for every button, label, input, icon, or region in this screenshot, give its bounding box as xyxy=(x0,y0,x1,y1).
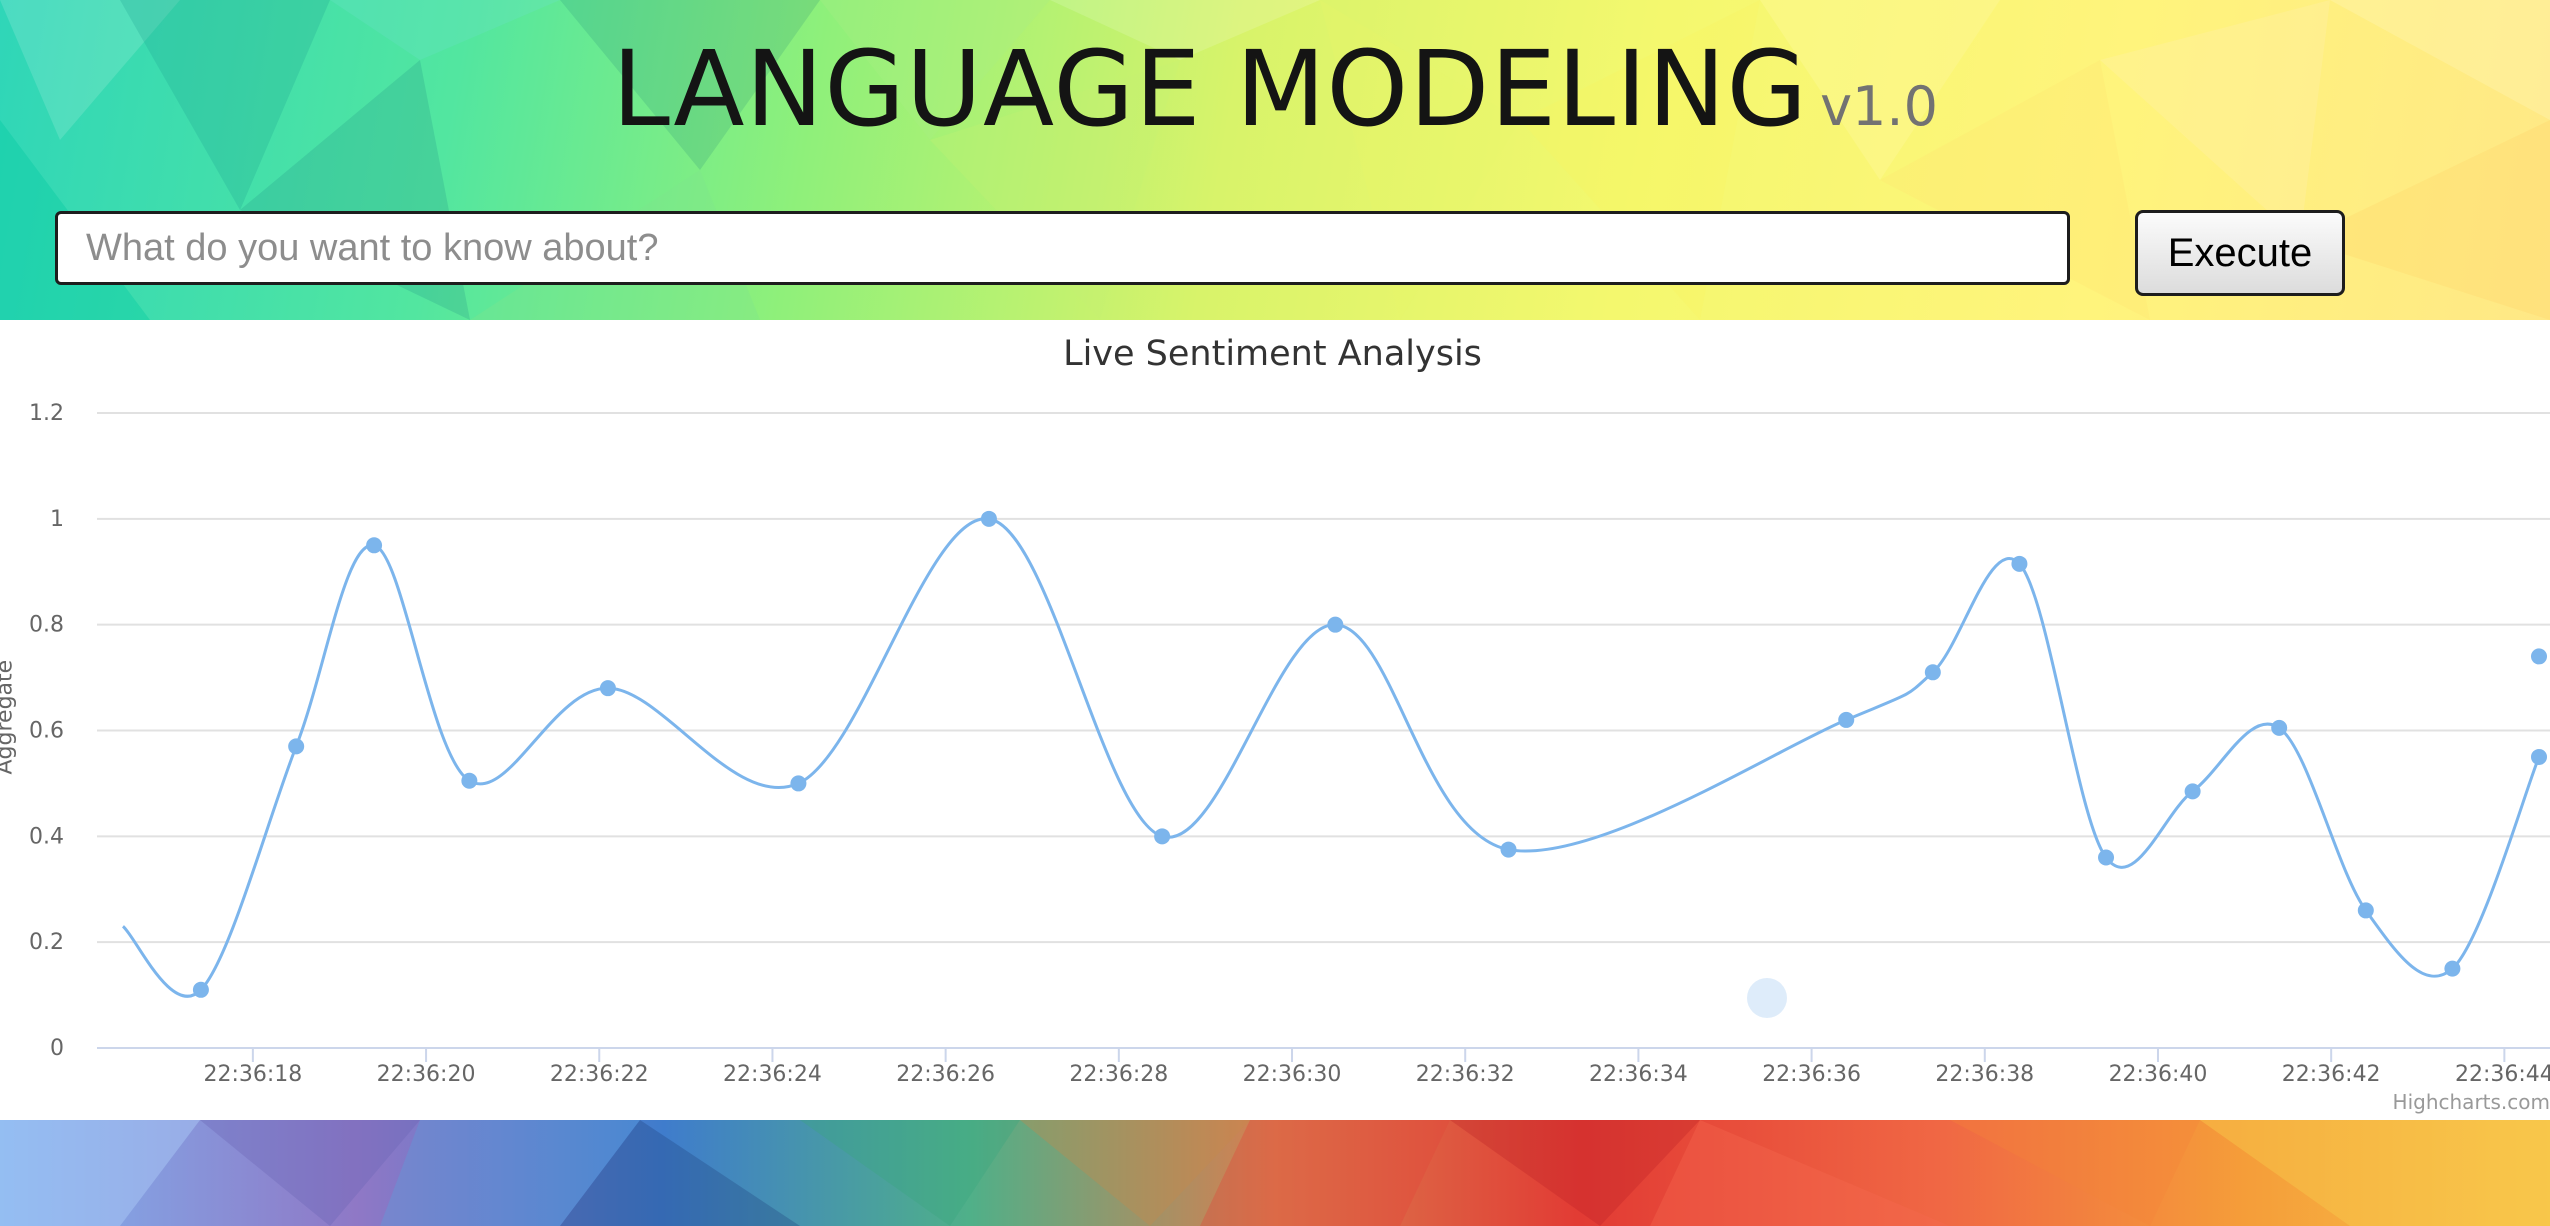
chart-credits[interactable]: Highcharts.com xyxy=(2392,1090,2550,1114)
data-point xyxy=(2271,719,2288,736)
y-tick-label: 0.2 xyxy=(29,930,64,955)
data-point xyxy=(288,738,305,755)
x-tick-label: 22:36:26 xyxy=(896,1062,995,1087)
data-point xyxy=(2531,748,2547,765)
app-title-text: LANGUAGE MODELING xyxy=(612,28,1809,150)
x-tick-label: 22:36:32 xyxy=(1416,1062,1515,1087)
data-point xyxy=(980,510,997,527)
hover-halo xyxy=(1747,978,1787,1018)
polygon-background-footer xyxy=(0,1120,2550,1226)
data-point xyxy=(2357,902,2374,919)
chart-canvas: 0 0.2 0.4 0.6 0.8 1 1.2 22:36:18 22:36:20 22:36:… xyxy=(29,401,2550,1087)
app-title: LANGUAGE MODELING v1.0 xyxy=(0,28,2550,150)
execute-button[interactable]: Execute xyxy=(2135,210,2345,296)
data-point xyxy=(1327,616,1344,633)
y-tick-label: 1 xyxy=(50,507,64,532)
data-point xyxy=(2531,648,2547,665)
x-tick-label: 22:36:24 xyxy=(723,1062,822,1087)
data-point xyxy=(1924,664,1941,681)
y-tick-label: 1.2 xyxy=(29,401,64,426)
search-input[interactable] xyxy=(55,211,2070,285)
data-point xyxy=(1838,711,1855,728)
data-point xyxy=(599,680,616,697)
x-tick-label: 22:36:44 xyxy=(2455,1062,2550,1087)
x-tick-label: 22:36:38 xyxy=(1935,1062,2034,1087)
x-tick-label: 22:36:42 xyxy=(2282,1062,2381,1087)
x-tick-label: 22:36:18 xyxy=(203,1062,302,1087)
y-tick-label: 0.8 xyxy=(29,613,64,638)
data-point xyxy=(192,981,209,998)
data-point xyxy=(461,772,478,789)
data-point xyxy=(2184,783,2201,800)
y-tick-label: 0.6 xyxy=(29,719,64,744)
x-tick-label: 22:36:36 xyxy=(1762,1062,1861,1087)
x-tick-label: 22:36:20 xyxy=(377,1062,476,1087)
data-point xyxy=(366,537,383,554)
x-tick-label: 22:36:30 xyxy=(1243,1062,1342,1087)
x-tick-label: 22:36:34 xyxy=(1589,1062,1688,1087)
data-point xyxy=(1500,841,1517,858)
data-point xyxy=(1154,828,1171,845)
y-axis-title: Aggregate xyxy=(0,659,18,775)
y-tick-label: 0 xyxy=(50,1036,64,1061)
data-point xyxy=(790,775,807,792)
data-point xyxy=(2011,555,2028,572)
x-tick-label: 22:36:28 xyxy=(1069,1062,1168,1087)
y-tick-label: 0.4 xyxy=(29,824,64,849)
data-point xyxy=(2098,849,2115,866)
data-point xyxy=(2444,960,2461,977)
x-tick-label: 22:36:40 xyxy=(2109,1062,2208,1087)
sentiment-chart: 0 0.2 0.4 0.6 0.8 1 1.2 22:36:18 22:36:20 22:36:… xyxy=(0,320,2550,1120)
app-version: v1.0 xyxy=(1820,75,1938,138)
x-tick-label: 22:36:22 xyxy=(550,1062,649,1087)
chart-title: Live Sentiment Analysis xyxy=(1063,334,1482,374)
series-line xyxy=(121,517,2541,998)
footer-banner xyxy=(0,1120,2550,1226)
